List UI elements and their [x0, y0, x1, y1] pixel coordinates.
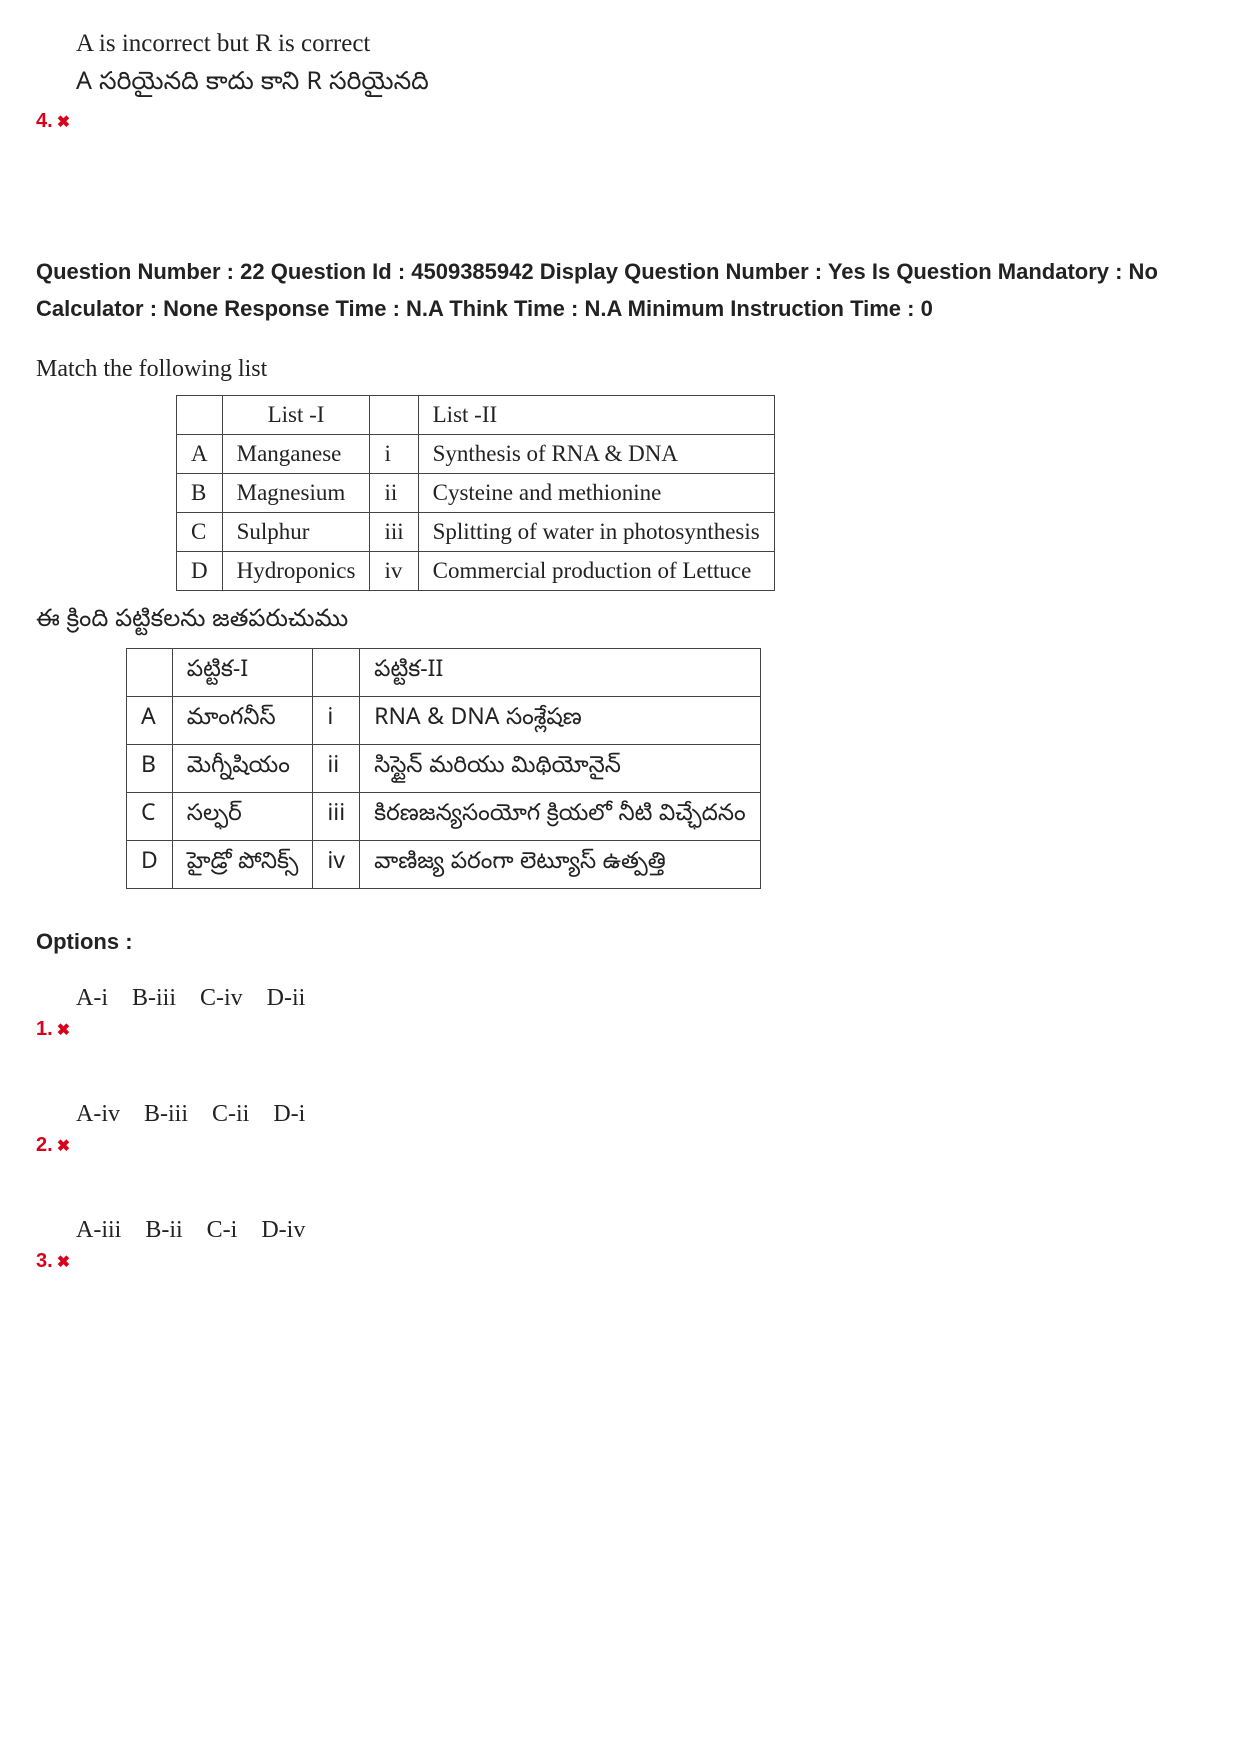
- table-cell: [313, 648, 360, 696]
- table-cell: Sulphur: [222, 512, 370, 551]
- table-row: B Magnesium ii Cysteine and methionine: [177, 473, 775, 512]
- table-cell: B: [177, 473, 223, 512]
- table-cell: List -II: [418, 395, 774, 434]
- table-cell: iii: [313, 792, 360, 840]
- option-2[interactable]: A-iv B-iii C-ii D-i 2. ✖: [36, 1101, 1204, 1157]
- table-cell: మెగ్నీషియం: [172, 744, 313, 792]
- wrong-icon: ✖: [57, 112, 70, 132]
- table-cell: Synthesis of RNA & DNA: [418, 434, 774, 473]
- table-cell: A: [177, 434, 223, 473]
- table-cell: iv: [370, 551, 418, 590]
- table-cell: Hydroponics: [222, 551, 370, 590]
- match-table-en: List -I List -II A Manganese i Synthesis…: [176, 395, 775, 591]
- option-text: A-iv B-iii C-ii D-i: [76, 1101, 1204, 1128]
- prev-option-num-text: 4.: [36, 110, 53, 133]
- table-cell: వాణిజ్య పరంగా లెట్యూస్ ఉత్పత్తి: [360, 840, 761, 888]
- option-num-text: 2.: [36, 1134, 53, 1157]
- table-cell: D: [177, 551, 223, 590]
- table-row: List -I List -II: [177, 395, 775, 434]
- question-text-te: ఈ క్రింది పట్టికలను జతపరుచుము: [36, 605, 1204, 638]
- prev-option-number: 4. ✖: [36, 110, 70, 133]
- table-cell: iii: [370, 512, 418, 551]
- table-cell: హైడ్రో పోనిక్స్: [172, 840, 313, 888]
- table-row: C Sulphur iii Splitting of water in phot…: [177, 512, 775, 551]
- table-row: D Hydroponics iv Commercial production o…: [177, 551, 775, 590]
- table-cell: A: [127, 696, 173, 744]
- table-cell: Manganese: [222, 434, 370, 473]
- table-row: C సల్ఫర్ iii కిరణజన్యసంయోగ క్రియలో నీటి …: [127, 792, 761, 840]
- table-cell: Splitting of water in photosynthesis: [418, 512, 774, 551]
- option-number: 3. ✖: [36, 1250, 70, 1273]
- table-cell: పట్టిక-II: [360, 648, 761, 696]
- question-text-en: Match the following list: [36, 356, 1204, 383]
- option-num-text: 3.: [36, 1250, 53, 1273]
- table-cell: iv: [313, 840, 360, 888]
- prev-option-en: A is incorrect but R is correct: [76, 30, 1204, 58]
- table-cell: Magnesium: [222, 473, 370, 512]
- option-text: A-i B-iii C-iv D-ii: [76, 985, 1204, 1012]
- table-cell: ii: [370, 473, 418, 512]
- options-label: Options :: [36, 929, 1204, 955]
- table-cell: [370, 395, 418, 434]
- table-row: D హైడ్రో పోనిక్స్ iv వాణిజ్య పరంగా లెట్య…: [127, 840, 761, 888]
- table-cell: C: [177, 512, 223, 551]
- table-row: పట్టిక-I పట్టిక-II: [127, 648, 761, 696]
- wrong-icon: ✖: [57, 1020, 70, 1040]
- table-cell: [177, 395, 223, 434]
- table-cell: పట్టిక-I: [172, 648, 313, 696]
- prev-option-te: A సరియైనది కాదు కాని R సరియైనది: [76, 68, 1204, 102]
- match-table-te: పట్టిక-I పట్టిక-II A మాంగనీస్ i RNA & DN…: [126, 648, 761, 889]
- table-cell: సల్ఫర్: [172, 792, 313, 840]
- table-cell: List -I: [222, 395, 370, 434]
- table-cell: కిరణజన్యసంయోగ క్రియలో నీటి విచ్ఛేదనం: [360, 792, 761, 840]
- wrong-icon: ✖: [57, 1252, 70, 1272]
- table-cell: [127, 648, 173, 696]
- table-cell: Commercial production of Lettuce: [418, 551, 774, 590]
- table-cell: i: [370, 434, 418, 473]
- wrong-icon: ✖: [57, 1136, 70, 1156]
- table-cell: C: [127, 792, 173, 840]
- option-number: 1. ✖: [36, 1018, 70, 1041]
- table-row: A మాంగనీస్ i RNA & DNA సంశ్లేషణ: [127, 696, 761, 744]
- table-row: B మెగ్నీషియం ii సిస్టైన్ మరియు మిథియోనైన…: [127, 744, 761, 792]
- table-cell: మాంగనీస్: [172, 696, 313, 744]
- table-cell: RNA & DNA సంశ్లేషణ: [360, 696, 761, 744]
- table-cell: B: [127, 744, 173, 792]
- table-cell: సిస్టైన్ మరియు మిథియోనైన్: [360, 744, 761, 792]
- table-cell: D: [127, 840, 173, 888]
- question-metadata: Question Number : 22 Question Id : 45093…: [36, 253, 1204, 328]
- option-number: 2. ✖: [36, 1134, 70, 1157]
- previous-option-block: A is incorrect but R is correct A సరియైన…: [36, 30, 1204, 133]
- option-num-text: 1.: [36, 1018, 53, 1041]
- table-cell: Cysteine and methionine: [418, 473, 774, 512]
- option-text: A-iii B-ii C-i D-iv: [76, 1217, 1204, 1244]
- table-cell: i: [313, 696, 360, 744]
- table-cell: ii: [313, 744, 360, 792]
- option-1[interactable]: A-i B-iii C-iv D-ii 1. ✖: [36, 985, 1204, 1041]
- table-row: A Manganese i Synthesis of RNA & DNA: [177, 434, 775, 473]
- option-3[interactable]: A-iii B-ii C-i D-iv 3. ✖: [36, 1217, 1204, 1273]
